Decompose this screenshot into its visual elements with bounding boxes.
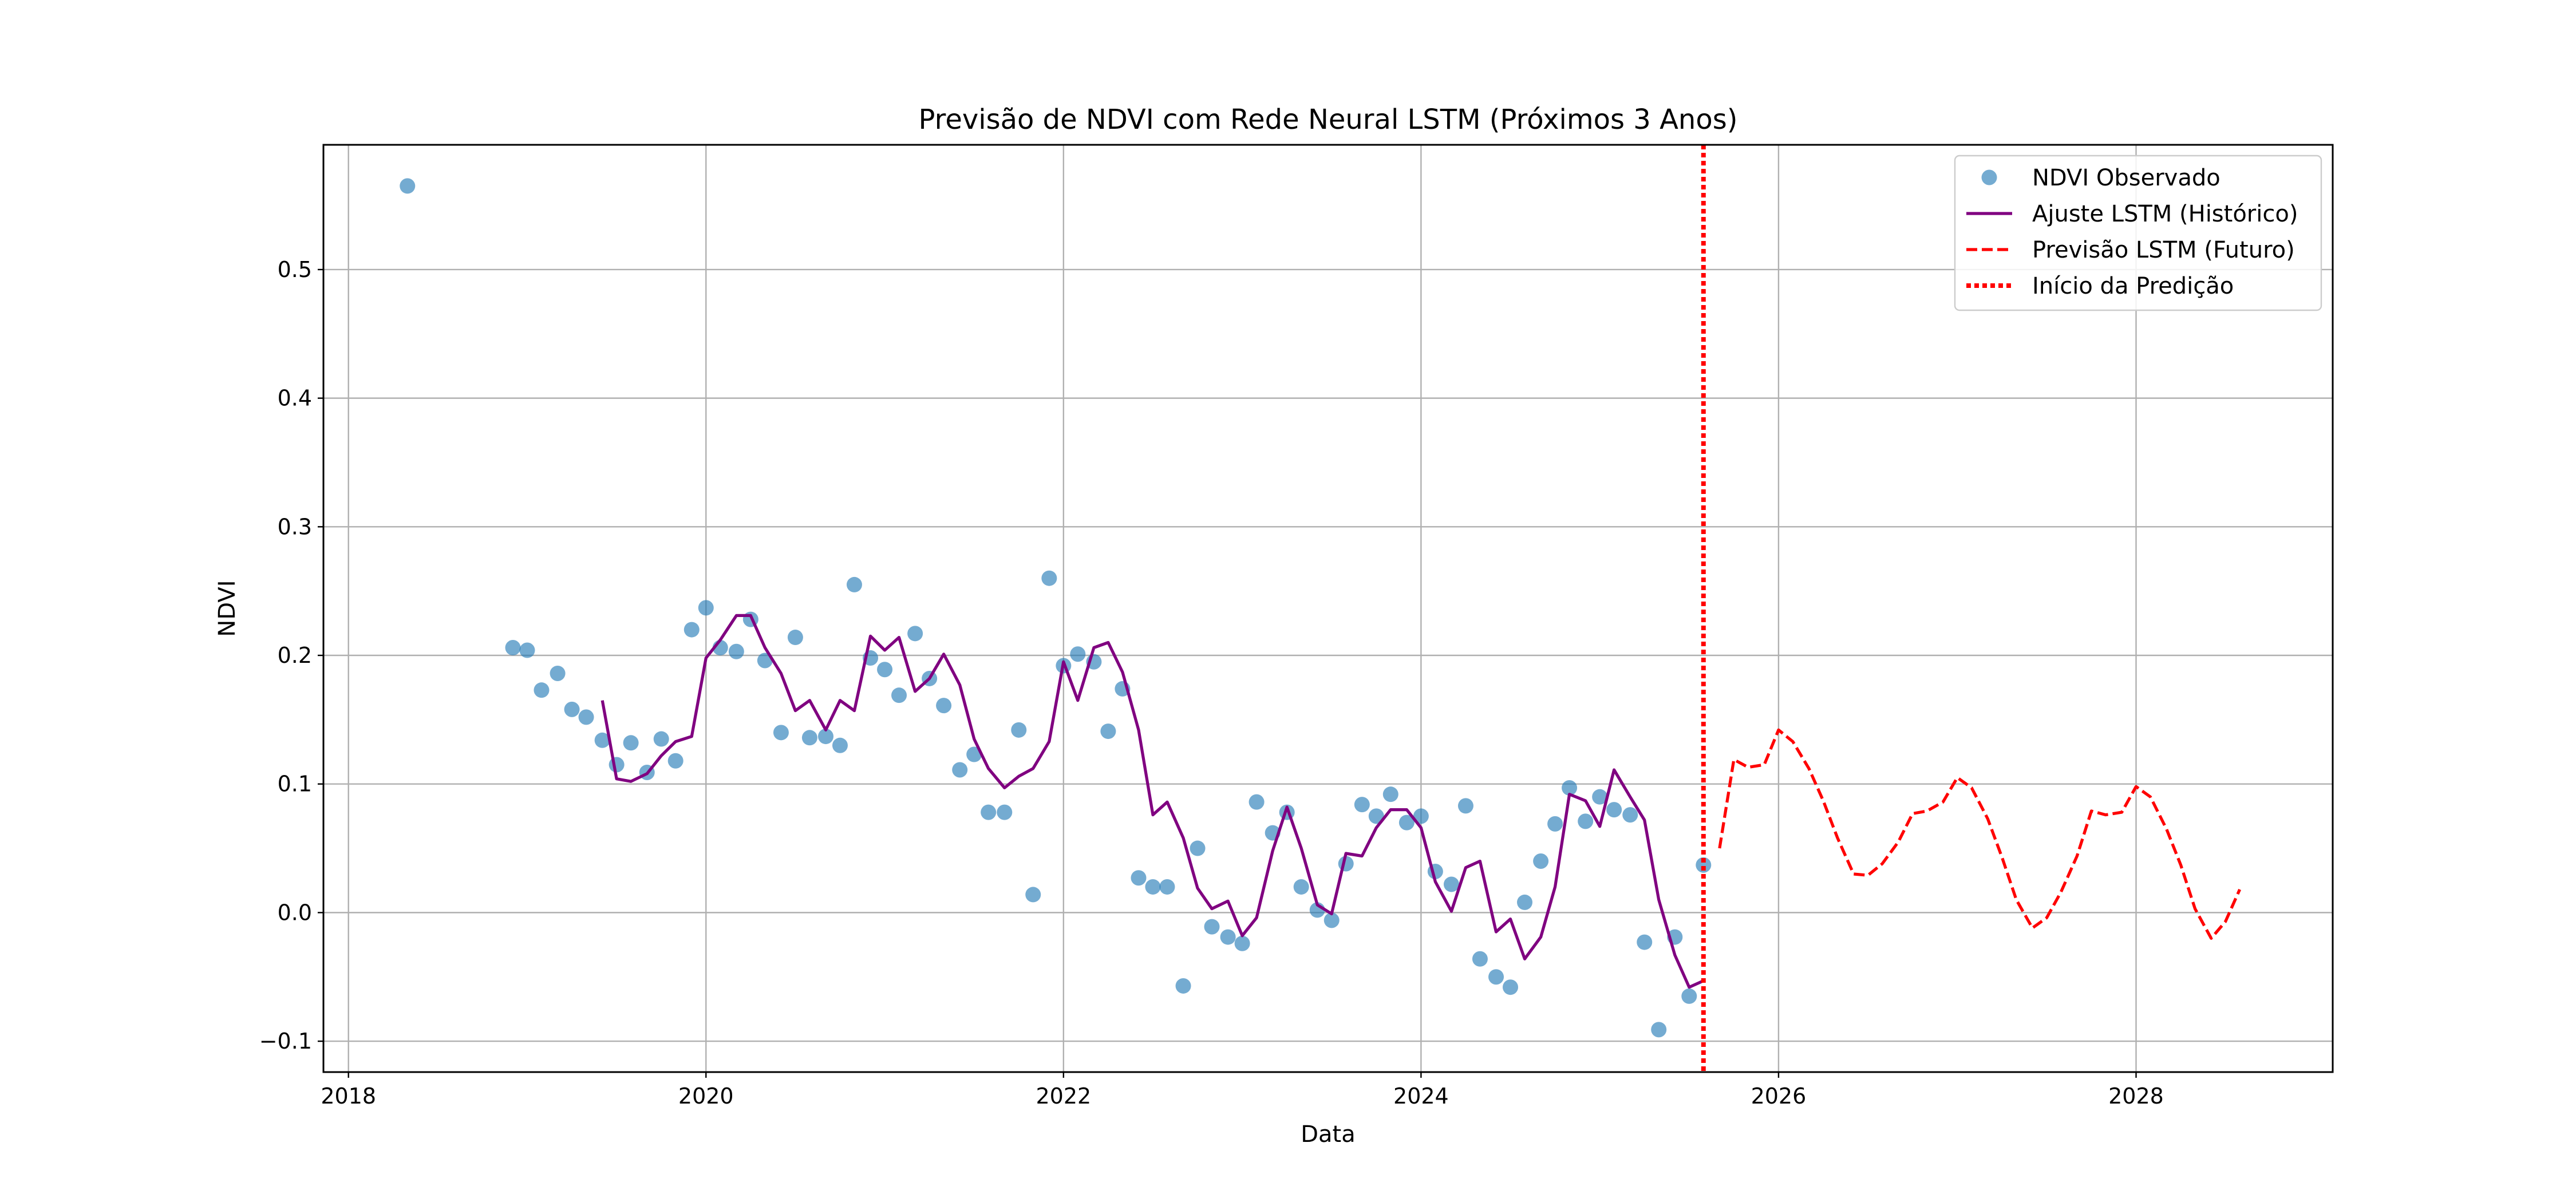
observed-ndvi-point	[1606, 802, 1622, 818]
x-tick-label: 2018	[321, 1084, 376, 1109]
observed-ndvi-point	[623, 735, 639, 751]
observed-ndvi-point	[1637, 934, 1653, 950]
observed-ndvi-point	[1503, 979, 1519, 995]
observed-ndvi-point	[1159, 879, 1175, 895]
y-tick-label: 0.2	[278, 643, 312, 668]
plot-data	[400, 145, 2241, 1072]
observed-ndvi-point	[1547, 816, 1563, 832]
observed-ndvi-point	[1517, 894, 1533, 910]
grid	[323, 145, 2333, 1072]
x-axis-label: Data	[1301, 1121, 1356, 1148]
observed-ndvi-point	[966, 746, 982, 762]
observed-ndvi-point	[1293, 879, 1309, 895]
observed-ndvi-point	[667, 753, 683, 769]
y-tick-label: 0.0	[278, 900, 312, 925]
legend-label: Previsão LSTM (Futuro)	[2032, 237, 2295, 263]
observed-ndvi-point	[1145, 879, 1161, 895]
lstm-fit-line	[600, 614, 1704, 989]
observed-ndvi-point	[891, 687, 907, 703]
observed-ndvi-point	[594, 732, 610, 748]
x-tick-label: 2024	[1393, 1084, 1449, 1109]
observed-ndvi-point	[832, 737, 848, 753]
observed-ndvi-point	[698, 600, 714, 616]
observed-ndvi-point	[1382, 786, 1398, 802]
legend-label: Ajuste LSTM (Histórico)	[2032, 201, 2298, 227]
y-tick-label: 0.5	[278, 257, 312, 282]
observed-ndvi-point	[1100, 723, 1116, 740]
observed-ndvi-point	[400, 178, 416, 194]
y-tick-label: 0.1	[278, 772, 312, 797]
observed-ndvi-point	[1354, 797, 1370, 813]
observed-ndvi-point	[907, 626, 923, 642]
observed-ndvi-point	[1533, 853, 1549, 869]
observed-ndvi-point	[1190, 840, 1206, 856]
observed-ndvi-point	[1368, 808, 1384, 824]
observed-ndvi-point	[1472, 951, 1488, 967]
observed-ndvi-point	[787, 630, 803, 646]
observed-ndvi-point	[1562, 780, 1578, 796]
observed-ndvi-point	[1234, 935, 1250, 951]
observed-ndvi-point	[1220, 929, 1236, 945]
observed-ndvi-point	[550, 665, 566, 681]
observed-ndvi-point	[981, 804, 997, 820]
y-tick-label: −0.1	[259, 1029, 312, 1054]
observed-ndvi-point	[1681, 988, 1697, 1004]
observed-ndvi-point	[519, 642, 535, 658]
observed-ndvi-point	[818, 729, 833, 745]
observed-ndvi-point	[936, 698, 952, 714]
observed-ndvi-point	[997, 804, 1013, 820]
observed-ndvi-point	[846, 576, 862, 592]
observed-ndvi-point	[1398, 814, 1415, 831]
x-tick-label: 2028	[2108, 1084, 2164, 1109]
observed-ndvi-point	[1578, 813, 1594, 829]
observed-ndvi-point	[653, 731, 669, 747]
observed-ndvi-point	[1592, 789, 1608, 805]
plot-frame	[322, 144, 2334, 1073]
observed-ndvi-point	[1011, 722, 1027, 738]
x-tick-label: 2026	[1751, 1084, 1807, 1109]
legend-swatch	[1981, 169, 1997, 185]
observed-ndvi-point	[1070, 646, 1086, 662]
observed-ndvi-point	[683, 622, 700, 638]
legend-label: Início da Predição	[2032, 273, 2234, 299]
y-axis-label: NDVI	[214, 580, 240, 636]
observed-ndvi-point	[1488, 969, 1504, 985]
observed-ndvi-point	[1175, 978, 1191, 994]
observed-ndvi-point	[1457, 798, 1473, 814]
observed-ndvi-point	[1323, 912, 1340, 928]
legend-label: NDVI Observado	[2032, 165, 2221, 191]
observed-ndvi-point	[801, 730, 817, 746]
observed-ndvi-point	[1413, 808, 1429, 824]
observed-ndvi-point	[578, 709, 594, 725]
observed-ndvi-point	[877, 662, 893, 678]
observed-ndvi-point	[1204, 919, 1220, 935]
axes: 2018 2020 2022 2024 2026 2028 −0.1 0.0 0.1 0.2 0.3…	[259, 257, 2164, 1109]
observed-ndvi-point	[773, 725, 789, 741]
x-tick-label: 2020	[678, 1084, 734, 1109]
legend-box	[1954, 155, 2322, 311]
observed-ndvi-point	[534, 682, 550, 698]
observed-ndvi-point	[1696, 857, 1712, 873]
observed-ndvi-point	[1025, 887, 1041, 903]
x-tick-label: 2022	[1036, 1084, 1091, 1109]
observed-ndvi-point	[505, 640, 521, 656]
observed-ndvi-point	[1443, 876, 1459, 892]
observed-ndvi-point	[728, 643, 744, 659]
observed-ndvi-point	[564, 701, 580, 717]
y-tick-label: 0.3	[278, 514, 312, 539]
observed-ndvi-point	[1041, 570, 1057, 586]
observed-ndvi-point	[1249, 794, 1265, 810]
observed-ndvi-point	[1622, 807, 1638, 823]
observed-ndvi-point	[1651, 1022, 1667, 1038]
chart-title: Previsão de NDVI com Rede Neural LSTM (P…	[919, 104, 1738, 136]
observed-ndvi-point	[952, 762, 968, 778]
legend: NDVI Observado Ajuste LSTM (Histórico) Pre…	[1954, 155, 2322, 311]
y-tick-label: 0.4	[278, 386, 312, 411]
lstm-forecast-line	[1718, 728, 2241, 940]
observed-ndvi-point	[1131, 870, 1147, 886]
observed-ndvi-point	[609, 757, 625, 773]
